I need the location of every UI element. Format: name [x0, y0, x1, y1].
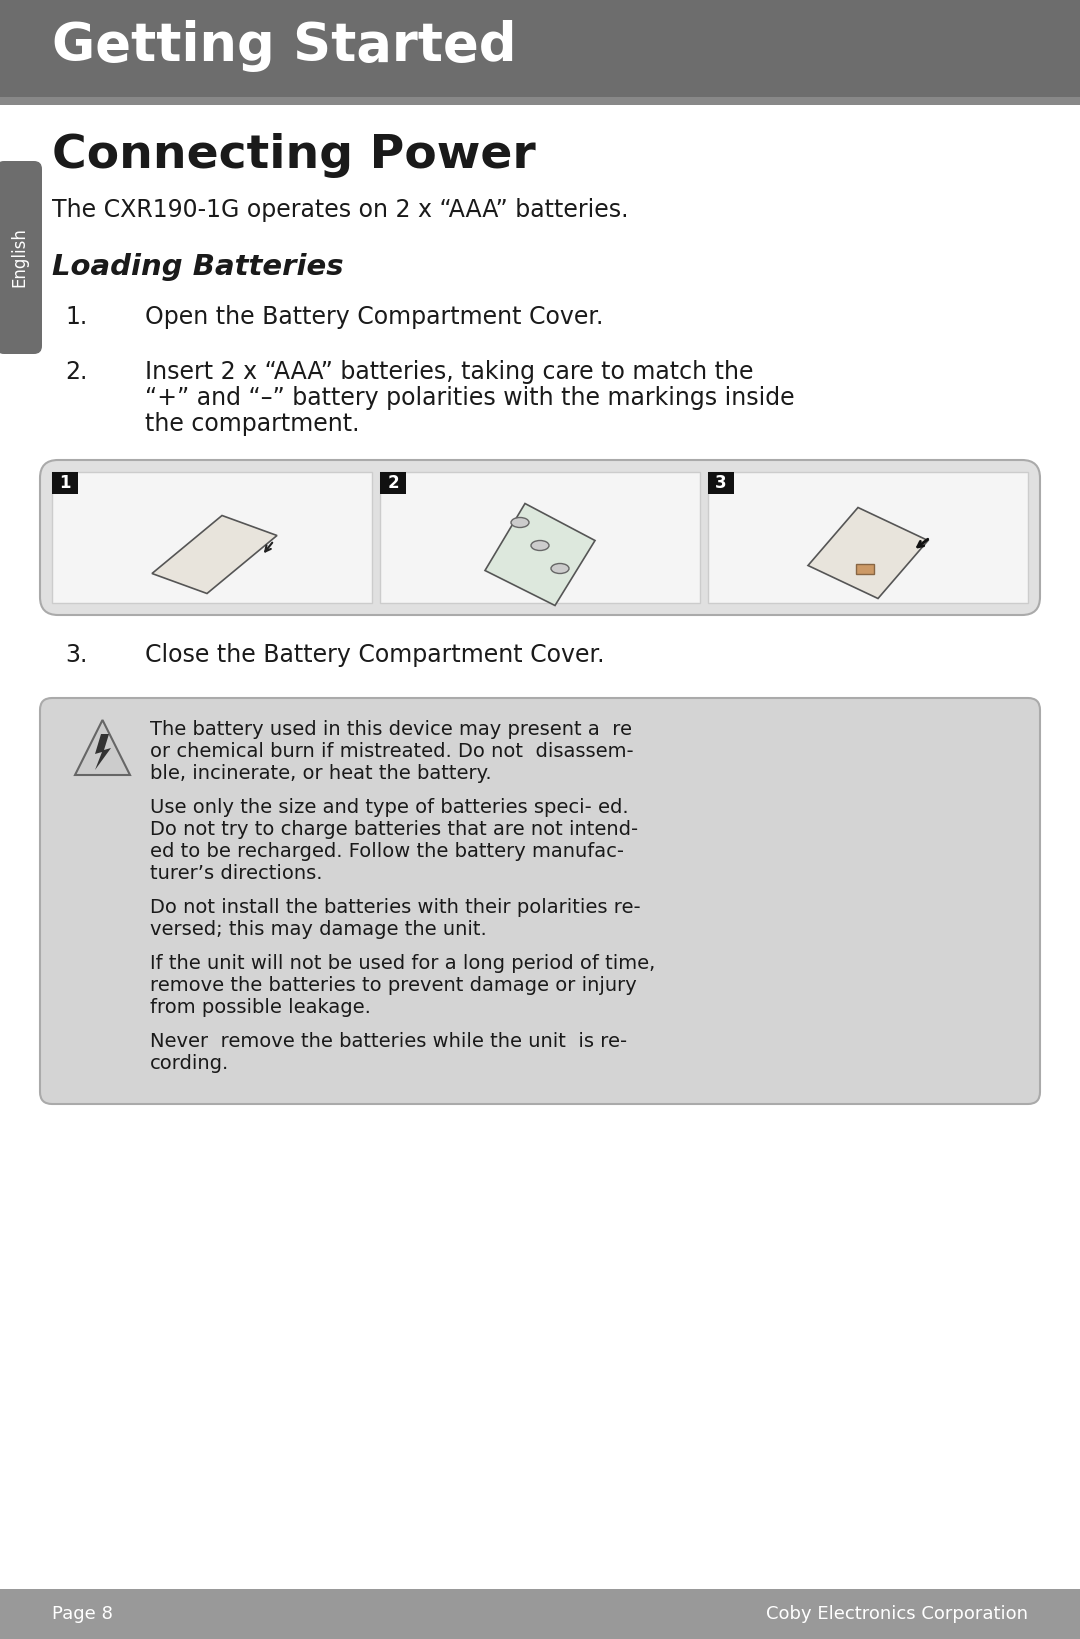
- Polygon shape: [95, 734, 111, 770]
- Text: Use only the size and type of batteries speci­ ed.: Use only the size and type of batteries …: [150, 798, 629, 816]
- Text: Connecting Power: Connecting Power: [52, 133, 536, 179]
- Text: Open the Battery Compartment Cover.: Open the Battery Compartment Cover.: [145, 305, 604, 329]
- Text: Page 8: Page 8: [52, 1605, 113, 1623]
- Text: English: English: [10, 228, 28, 287]
- Polygon shape: [75, 720, 130, 775]
- Text: Do not install the batteries with their polarities re-: Do not install the batteries with their …: [150, 898, 640, 916]
- Text: 1.: 1.: [65, 305, 87, 329]
- Bar: [708, 472, 734, 493]
- Text: 3.: 3.: [65, 642, 87, 667]
- Text: ble, incinerate, or heat the battery.: ble, incinerate, or heat the battery.: [150, 764, 491, 783]
- Bar: [380, 472, 700, 603]
- Ellipse shape: [531, 541, 549, 551]
- Text: turer’s directions.: turer’s directions.: [150, 864, 323, 883]
- Bar: [856, 564, 874, 574]
- Bar: [52, 472, 372, 603]
- Text: The CXR190-1G operates on 2 x “AAA” batteries.: The CXR190-1G operates on 2 x “AAA” batt…: [52, 198, 629, 221]
- Text: 2: 2: [388, 474, 399, 492]
- Text: Getting Started: Getting Started: [52, 20, 516, 72]
- Text: remove the batteries to prevent damage or injury: remove the batteries to prevent damage o…: [150, 975, 637, 995]
- Text: cording.: cording.: [150, 1054, 229, 1074]
- Text: 2.: 2.: [65, 361, 87, 384]
- Bar: [0, 97, 1080, 105]
- Text: Never  remove the batteries while the unit  is re-: Never remove the batteries while the uni…: [150, 1033, 627, 1051]
- Text: Coby Electronics Corporation: Coby Electronics Corporation: [766, 1605, 1028, 1623]
- FancyBboxPatch shape: [40, 461, 1040, 615]
- Text: the compartment.: the compartment.: [145, 411, 360, 436]
- FancyBboxPatch shape: [40, 698, 1040, 1105]
- Text: Close the Battery Compartment Cover.: Close the Battery Compartment Cover.: [145, 642, 605, 667]
- Text: Insert 2 x “AAA” batteries, taking care to match the: Insert 2 x “AAA” batteries, taking care …: [145, 361, 754, 384]
- Ellipse shape: [551, 564, 569, 574]
- Text: “+” and “–” battery polarities with the markings inside: “+” and “–” battery polarities with the …: [145, 387, 795, 410]
- Bar: [52, 472, 78, 493]
- Text: Loading Batteries: Loading Batteries: [52, 252, 343, 280]
- Ellipse shape: [511, 518, 529, 528]
- Polygon shape: [485, 503, 595, 605]
- Bar: [0, 0, 1080, 105]
- Text: If the unit will not be used for a long period of time,: If the unit will not be used for a long …: [150, 954, 656, 974]
- Text: versed; this may damage the unit.: versed; this may damage the unit.: [150, 919, 487, 939]
- Bar: [0, 1588, 1080, 1639]
- Text: 1: 1: [59, 474, 71, 492]
- Text: Do not try to charge batteries that are not intend-: Do not try to charge batteries that are …: [150, 820, 638, 839]
- Bar: [380, 472, 406, 493]
- FancyBboxPatch shape: [0, 161, 42, 354]
- Text: ed to be recharged. Follow the battery manufac-: ed to be recharged. Follow the battery m…: [150, 842, 624, 860]
- Bar: [708, 472, 1028, 603]
- Text: 3: 3: [715, 474, 727, 492]
- Text: The battery used in this device may present a  re: The battery used in this device may pres…: [150, 720, 632, 739]
- Text: or chemical burn if mistreated. Do not  disassem-: or chemical burn if mistreated. Do not d…: [150, 742, 634, 760]
- Polygon shape: [152, 516, 276, 593]
- Text: from possible leakage.: from possible leakage.: [150, 998, 370, 1018]
- Polygon shape: [808, 508, 928, 598]
